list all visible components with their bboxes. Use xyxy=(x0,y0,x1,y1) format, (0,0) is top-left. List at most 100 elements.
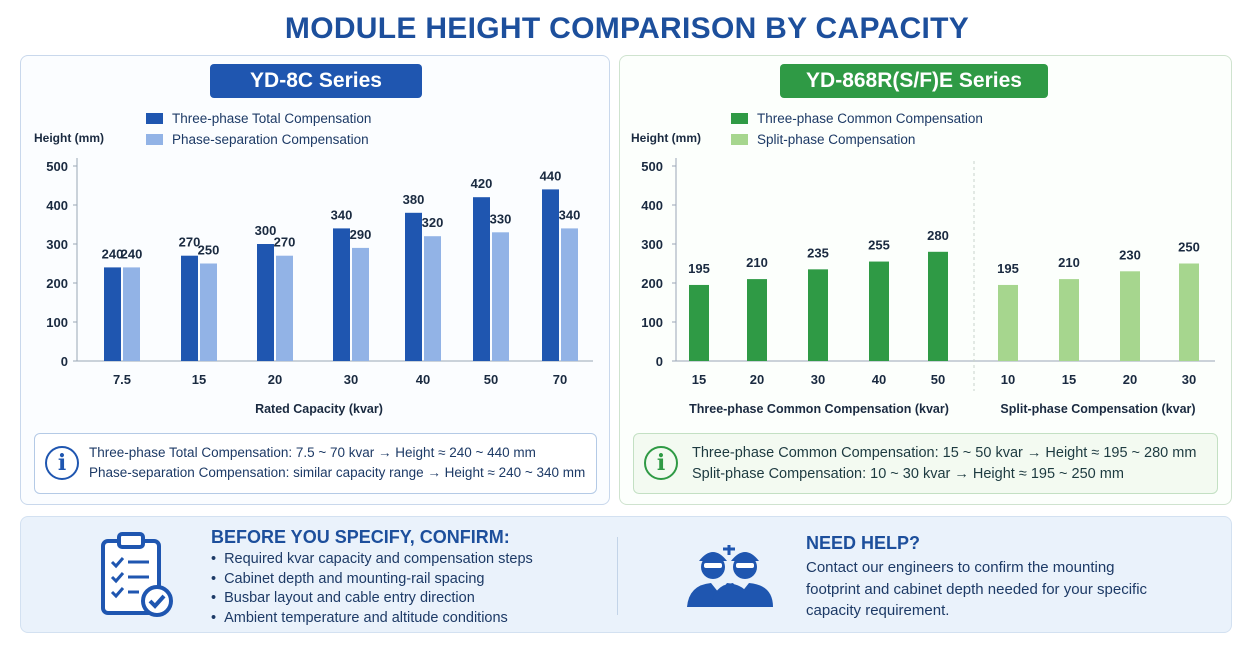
data-label: 210 xyxy=(1058,255,1080,270)
y-tick-label: 300 xyxy=(46,237,68,252)
data-label: 250 xyxy=(1178,240,1200,255)
legend-item-phase-separation: Phase-separation Compensation xyxy=(146,129,371,150)
bar-split-phase xyxy=(1179,263,1199,361)
bar-three-phase-total xyxy=(333,228,350,361)
data-label: 270 xyxy=(179,235,201,250)
legend-swatch-dark-green xyxy=(731,113,748,124)
bar-phase-separation xyxy=(424,236,441,361)
specification-help-panel: BEFORE YOU SPECIFY, CONFIRM: Required kv… xyxy=(20,516,1232,633)
y-tick-label: 100 xyxy=(46,315,68,330)
legend-swatch-dark-blue xyxy=(146,113,163,124)
divider xyxy=(617,537,618,615)
x-tick-label: 20 xyxy=(750,372,764,387)
x-tick-label: 30 xyxy=(811,372,825,387)
legend-item-three-phase-common: Three-phase Common Compensation xyxy=(731,108,983,129)
yd8c-bar-chart: 01002003004005002402407.5270250153002702… xyxy=(46,158,593,416)
list-item: Cabinet depth and mounting-rail spacing xyxy=(211,570,533,590)
list-item: Required kvar capacity and compensation … xyxy=(211,550,533,570)
x-tick-label: 15 xyxy=(192,372,206,387)
legend-swatch-light-green xyxy=(731,134,748,145)
engineers-icon xyxy=(687,545,773,607)
info-line-three-phase: Three-phase Total Compensation: 7.5 ~ 70… xyxy=(89,445,536,460)
bar-three-phase-total xyxy=(405,212,422,361)
page-title: MODULE HEIGHT COMPARISON BY CAPACITY xyxy=(284,12,970,45)
x-tick-label: 40 xyxy=(416,372,430,387)
help-text: Contact our engineers to confirm the mou… xyxy=(806,559,1148,619)
legend-label: Three-phase Total Compensation xyxy=(172,111,372,126)
bar-three-phase-total xyxy=(542,189,559,361)
bar-split-phase xyxy=(998,284,1018,361)
x-tick-label: 40 xyxy=(872,372,886,387)
x-tick-label: 7.5 xyxy=(113,372,131,387)
x-axis-title: Three-phase Common Compensation (kvar) xyxy=(689,402,949,416)
data-label: 240 xyxy=(102,246,124,261)
yd8c-chart-panel: 0 100 200 300 400 500 240 240 7.5 270 250 15 300 270 2… xyxy=(20,55,610,505)
bar-phase-separation xyxy=(492,232,509,361)
bar-three-phase-common xyxy=(689,284,709,361)
legend-swatch-light-blue xyxy=(146,134,163,145)
x-tick-label: 50 xyxy=(484,372,498,387)
data-label: 250 xyxy=(198,243,220,258)
y-tick-label: 0 xyxy=(61,354,68,369)
legend-item-three-phase-total: Three-phase Total Compensation xyxy=(146,108,371,129)
data-label: 195 xyxy=(688,261,710,276)
y-tick-label: 400 xyxy=(46,198,68,213)
x-tick-label: 50 xyxy=(931,372,945,387)
data-label: 440 xyxy=(540,168,562,183)
yd868-info-box: i Three-phase Common Compensation: 15 ~ … xyxy=(633,433,1218,494)
bar-phase-separation xyxy=(200,263,217,361)
data-label: 280 xyxy=(927,228,949,243)
yd8c-series-title: YD-8C Series xyxy=(210,64,422,98)
x-tick-label: 30 xyxy=(1182,372,1196,387)
bar-phase-separation xyxy=(276,255,293,361)
data-label: 380 xyxy=(403,192,425,207)
data-label: 230 xyxy=(1119,247,1141,262)
data-label: 210 xyxy=(746,255,768,270)
yd868-bar-chart: 0 100 200 300 400 500 195 15 210 20 235 30 255 40 280 5… xyxy=(641,158,1215,416)
x-axis-title: Rated Capacity (kvar) xyxy=(255,402,383,416)
x-tick-label: 20 xyxy=(1123,372,1137,387)
bar-three-phase-common xyxy=(808,269,828,361)
list-item: Busbar layout and cable entry direction xyxy=(211,589,533,609)
y-tick-label: 100 xyxy=(641,315,663,330)
y-tick-label: 500 xyxy=(46,159,68,174)
help-title: NEED HELP? xyxy=(806,533,921,553)
bar-three-phase-common xyxy=(747,279,767,361)
yd8c-info-box: i Three-phase Total Compensation: 7.5 ~ … xyxy=(34,433,597,494)
data-label: 330 xyxy=(490,211,512,226)
info-line-split-phase: Split-phase Compensation: 10 ~ 30 kvar →… xyxy=(692,466,1124,482)
bar-three-phase-total xyxy=(473,197,490,361)
data-label: 195 xyxy=(997,261,1019,276)
y-tick-label: 500 xyxy=(641,159,663,174)
data-label: 270 xyxy=(274,235,296,250)
x-tick-label: 70 xyxy=(553,372,567,387)
info-line-phase-separation: Phase-separation Compensation: similar c… xyxy=(89,465,586,480)
data-label: 255 xyxy=(868,238,890,253)
list-item: Ambient temperature and altitude conditi… xyxy=(211,609,533,629)
yd868-legend: Three-phase Common Compensation Split-ph… xyxy=(731,108,983,150)
legend-label: Three-phase Common Compensation xyxy=(757,111,983,126)
x-tick-label: 15 xyxy=(692,372,706,387)
bar-three-phase-common xyxy=(869,261,889,361)
bar-split-phase xyxy=(1120,271,1140,361)
x-tick-label: 20 xyxy=(268,372,282,387)
x-tick-label: 15 xyxy=(1062,372,1076,387)
data-label: 320 xyxy=(422,215,444,230)
x-tick-label: 10 xyxy=(1001,372,1015,387)
data-label: 340 xyxy=(331,207,353,222)
data-label: 290 xyxy=(350,227,372,242)
yd868-chart-panel: 0 100 200 300 400 500 195 15 210 20 235 30 255 40 280 5… xyxy=(619,55,1232,505)
info-icon: i xyxy=(45,446,79,480)
bar-phase-separation xyxy=(123,267,140,361)
legend-item-split-phase: Split-phase Compensation xyxy=(731,129,983,150)
info-icon: i xyxy=(644,446,678,480)
yd8c-y-axis-label: Height (mm) xyxy=(34,131,104,145)
bar-split-phase xyxy=(1059,279,1079,361)
bar-three-phase-total xyxy=(104,267,121,361)
x-axis-title: Split-phase Compensation (kvar) xyxy=(1000,402,1195,416)
data-label: 300 xyxy=(255,223,277,238)
y-tick-label: 300 xyxy=(641,237,663,252)
y-tick-label: 0 xyxy=(656,354,663,369)
data-label: 240 xyxy=(121,246,143,261)
yd8c-legend: Three-phase Total Compensation Phase-sep… xyxy=(146,108,371,150)
